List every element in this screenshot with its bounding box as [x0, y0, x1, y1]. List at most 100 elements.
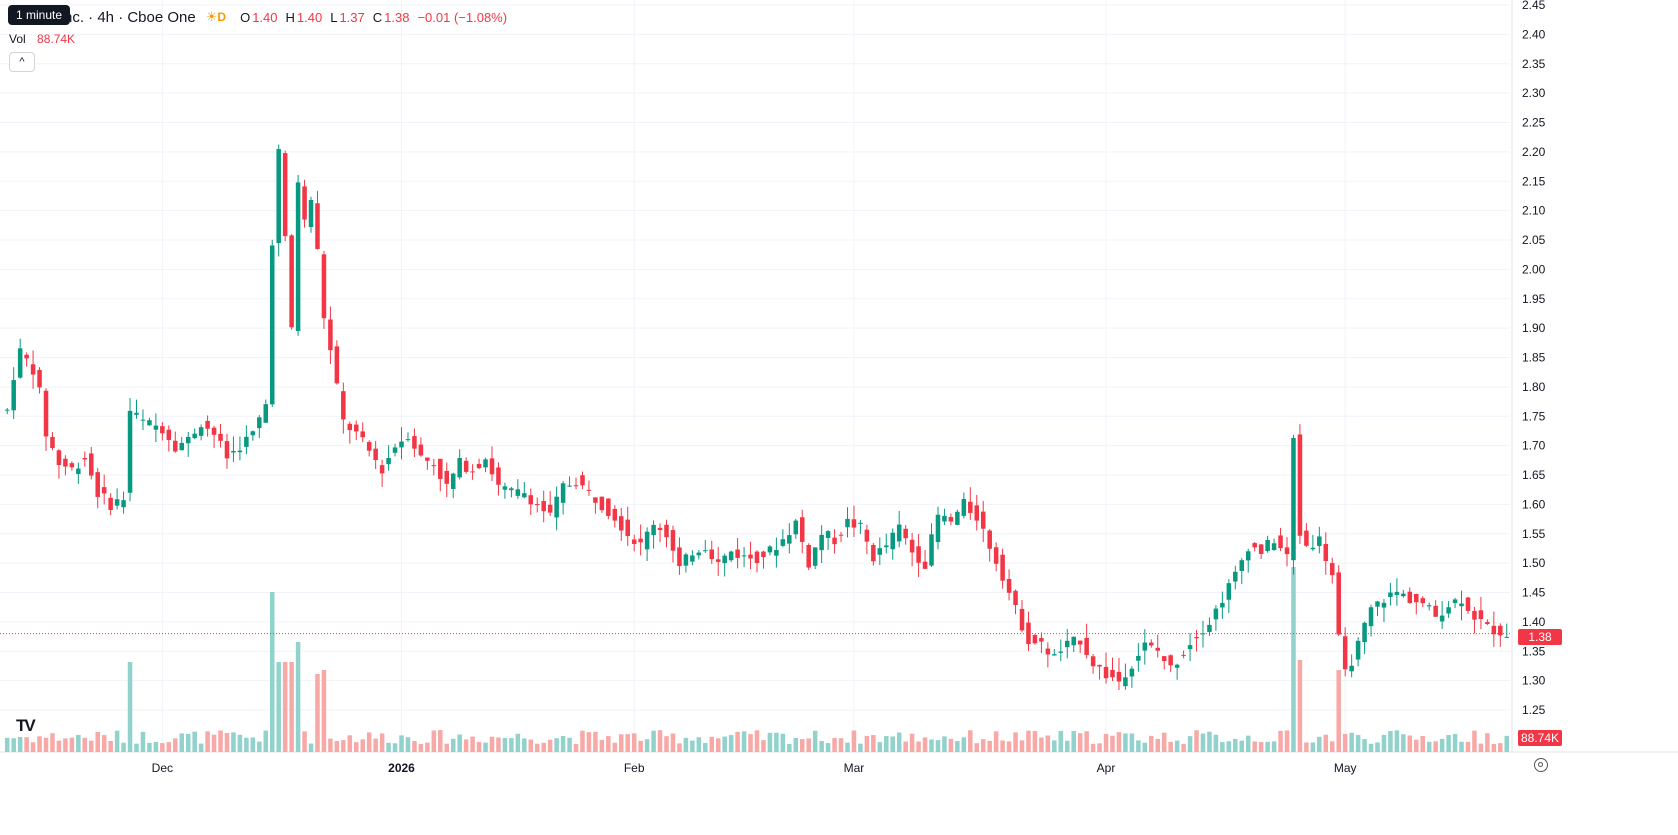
volume-bar: [722, 736, 727, 752]
volume-bar: [1026, 730, 1031, 752]
volume-bar: [1226, 741, 1232, 752]
candle-body: [82, 457, 88, 460]
volume-bar: [838, 738, 844, 752]
candle-body: [761, 551, 766, 558]
candle-body: [237, 450, 243, 453]
candle-body: [1317, 536, 1322, 547]
collapse-legend-button[interactable]: ^: [9, 52, 35, 72]
candle-body: [1478, 610, 1484, 619]
candle-body: [1103, 666, 1109, 679]
volume-bar: [470, 736, 475, 752]
volume-bar: [1116, 732, 1122, 752]
volume-label: Vol: [9, 32, 26, 46]
candle-body: [980, 511, 986, 529]
volume-bar: [851, 730, 857, 752]
volume-bar: [166, 742, 172, 752]
time-axis[interactable]: Dec 2026 Feb Mar Apr May: [152, 761, 1357, 775]
volume-bar: [63, 738, 68, 752]
volume-bar: [929, 739, 934, 752]
candle-body: [269, 245, 275, 405]
candle-body: [450, 473, 456, 489]
d-badge[interactable]: D: [217, 10, 227, 24]
tradingview-logo-icon[interactable]: TV: [16, 716, 36, 735]
candle-body: [1355, 640, 1361, 660]
candle-body: [147, 420, 152, 426]
candle-body: [502, 486, 508, 490]
volume-bar: [37, 736, 42, 752]
candle-body: [95, 472, 100, 497]
price-tick-label: 2.20: [1522, 145, 1546, 159]
volume-bar: [1265, 741, 1270, 752]
volume-bar: [916, 741, 921, 752]
candle-body: [218, 433, 223, 441]
symbol-title[interactable]: nc. · 4h · Cboe One: [64, 8, 196, 26]
candle-body: [282, 153, 288, 237]
volume-bar: [554, 738, 559, 752]
candle-body: [509, 488, 514, 491]
volume-bar: [438, 730, 443, 752]
candle-body: [748, 554, 753, 559]
price-tick-label: 1.90: [1522, 321, 1546, 335]
volume-bar: [1446, 735, 1451, 752]
candle-body: [974, 505, 980, 521]
candle-body: [871, 545, 876, 562]
candle-body: [1420, 598, 1426, 604]
candle-body: [496, 467, 501, 485]
volume-bar: [198, 743, 204, 752]
candle-body: [638, 538, 643, 543]
volume-bar: [1207, 731, 1212, 752]
settings-icon[interactable]: [1534, 758, 1548, 772]
price-tick-label: 2.05: [1522, 233, 1546, 247]
volume-bar: [1271, 741, 1277, 752]
volume-bar: [276, 662, 281, 752]
candle-body: [586, 489, 592, 491]
candle-body: [903, 528, 908, 539]
candle-body: [955, 511, 960, 525]
candle-body: [37, 369, 42, 388]
candle-body: [353, 424, 359, 432]
candle-body: [153, 425, 159, 430]
volume-bar: [1233, 738, 1238, 752]
candle-body: [1407, 591, 1413, 603]
volume-bar: [1142, 742, 1148, 752]
price-tick-label: 1.30: [1522, 674, 1546, 688]
candle-body: [1149, 642, 1154, 646]
volume-bar: [108, 740, 113, 752]
volume-bar: [586, 732, 592, 752]
volume-bar: [69, 737, 75, 752]
volume-bar: [1155, 738, 1161, 752]
volume-bar: [1304, 742, 1309, 752]
candle-body: [1129, 668, 1135, 677]
volume-bar: [683, 737, 689, 752]
candle-body: [114, 499, 120, 506]
candle-body: [1414, 593, 1419, 603]
candle-body: [24, 354, 29, 359]
volume-bar: [140, 731, 146, 752]
volume-bar: [1245, 735, 1251, 752]
time-tick-label: May: [1334, 761, 1357, 775]
candle-body: [690, 555, 695, 562]
candle-body: [1401, 593, 1406, 597]
volume-bar: [1278, 730, 1283, 752]
candle-body: [1368, 607, 1374, 627]
volume-bar: [761, 740, 766, 752]
volume-bar: [289, 662, 294, 752]
price-axis[interactable]: 2.45 2.40 2.35 2.30 2.25 2.20 2.15 2.10 2.05 2.00…: [1522, 0, 1546, 717]
high-value: 1.40: [296, 9, 323, 25]
candle-body: [205, 420, 210, 429]
volume-bar: [1174, 740, 1180, 752]
candle-body: [735, 549, 740, 558]
time-tick-label: Dec: [152, 761, 173, 775]
candle-body: [276, 149, 281, 244]
price-tick-label: 2.00: [1522, 262, 1546, 276]
candle-body: [257, 417, 262, 429]
volume-bar: [328, 738, 333, 752]
candle-body: [224, 441, 230, 459]
volume-bar: [774, 732, 779, 752]
candle-body: [1019, 608, 1025, 631]
volume-bar: [1220, 742, 1225, 752]
candle-body: [780, 539, 786, 546]
candle-body: [1077, 640, 1083, 645]
candle-body: [431, 465, 437, 467]
